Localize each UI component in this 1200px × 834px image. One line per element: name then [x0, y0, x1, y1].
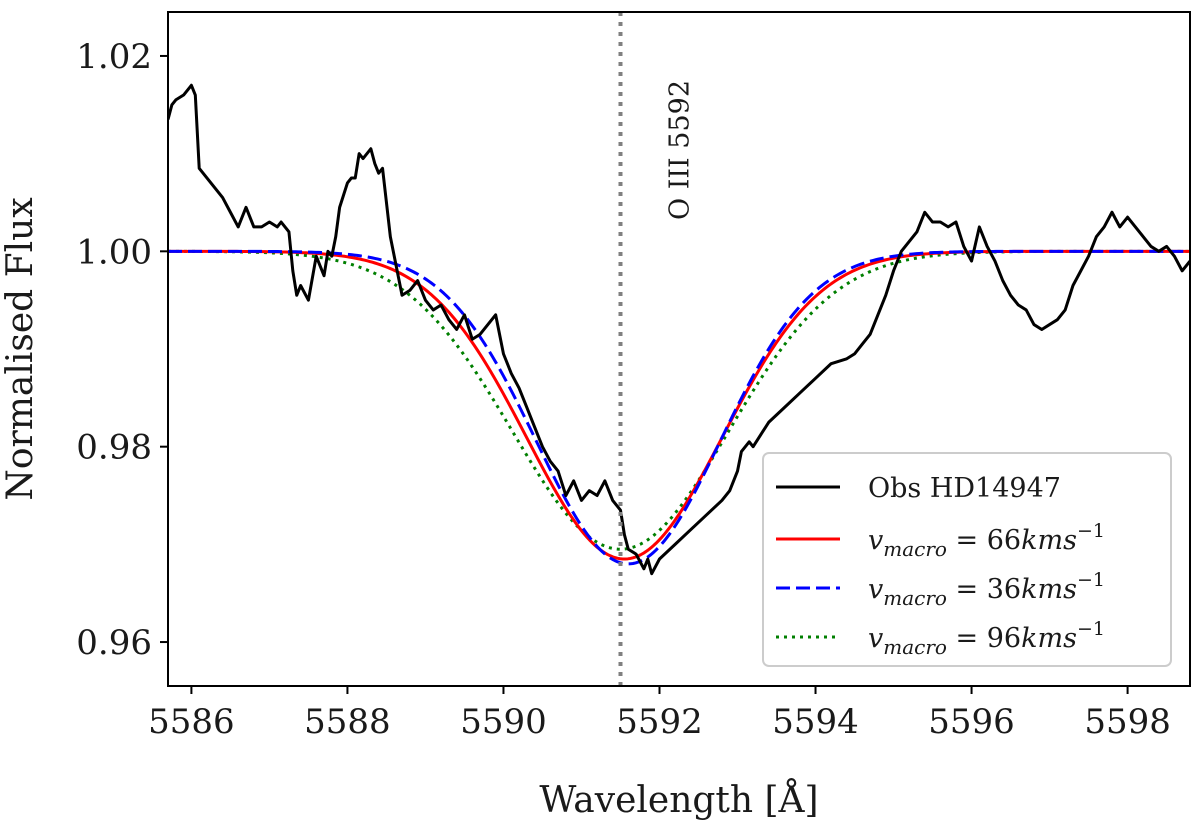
legend-box	[762, 452, 1172, 667]
series-line-0	[168, 83, 1190, 576]
y-tick-label: 0.96	[76, 623, 152, 663]
x-tick-label: 5588	[304, 702, 391, 742]
x-tick-label: 5594	[772, 702, 859, 742]
x-tick-label: 5586	[148, 702, 235, 742]
legend-label: vmacro = 66kms−1	[868, 520, 1105, 561]
line-id-label: O III 5592	[664, 80, 695, 220]
series-layer	[168, 83, 1190, 576]
y-tick-label: 1.00	[76, 232, 152, 272]
y-tick-label: 1.02	[76, 37, 152, 77]
legend: Obs HD14947 vmacro = 66kms−1 vmacro = 36km…	[762, 452, 1172, 667]
x-tick-label: 5592	[616, 702, 703, 742]
annotation-layer: O III 5592	[618, 12, 695, 686]
legend-label: vmacro = 96kms−1	[868, 618, 1105, 659]
x-tick-label: 5598	[1084, 702, 1171, 742]
legend-label: vmacro = 36kms−1	[868, 569, 1105, 610]
x-axis: 5586 5588 5590 5592 5594 5596 5598	[148, 686, 1171, 742]
y-axis: 0.96 0.98 1.00 1.02	[76, 37, 168, 663]
x-tick-label: 5590	[460, 702, 547, 742]
y-axis-label: Normalised Flux	[0, 197, 41, 500]
plot-frame	[167, 11, 1191, 687]
x-axis-label: Wavelength [Å]	[539, 779, 818, 821]
y-tick-label: 0.98	[76, 428, 152, 468]
x-tick-label: 5596	[928, 702, 1015, 742]
legend-label: Obs HD14947	[868, 473, 1061, 504]
series-line-2	[168, 249, 1190, 566]
